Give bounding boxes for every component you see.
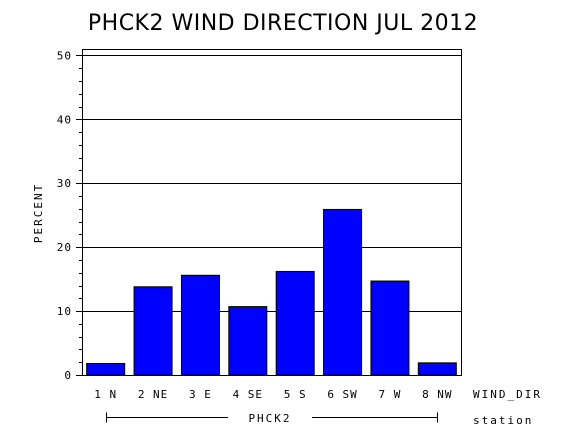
group-axis-label: station	[473, 414, 533, 427]
y-tick-label: 40	[57, 113, 72, 126]
x-tick-label: 7 W	[379, 388, 402, 401]
y-tick-label: 0	[64, 369, 72, 382]
y-tick-label: 20	[57, 241, 72, 254]
y-tick-label: 50	[57, 49, 72, 62]
bar	[228, 306, 268, 376]
x-tick-label: 1 N	[94, 388, 117, 401]
bar	[323, 208, 363, 376]
y-axis: 0 10 20 30 40 50	[57, 49, 82, 382]
x-tick-label: 2 NE	[138, 388, 169, 401]
x-tick-label: 8 NW	[422, 388, 453, 401]
x-axis: 1 N 2 NE 3 E 4 SE 5 S 6 SW 7 W 8 NW	[94, 388, 453, 401]
bar	[417, 362, 457, 376]
chart-title: PHCK2 WIND DIRECTION JUL 2012	[88, 11, 478, 36]
group-label: PHCK2	[248, 412, 291, 425]
x-tick-label: 3 E	[189, 388, 212, 401]
grid-lines	[82, 55, 461, 312]
plot-border	[82, 49, 462, 376]
y-tick-label: 10	[57, 305, 72, 318]
x-tick-label: 5 S	[284, 388, 307, 401]
bar	[275, 270, 315, 376]
group-bracket	[106, 412, 438, 423]
x-tick-label: 4 SE	[233, 388, 264, 401]
plot-frame	[82, 49, 462, 376]
y-tick-label: 30	[57, 177, 72, 190]
bar	[180, 274, 220, 376]
bar	[86, 362, 126, 376]
bar	[370, 280, 410, 376]
x-tick-label: 6 SW	[327, 388, 358, 401]
y-axis-label: PERCENT	[32, 183, 45, 243]
bar	[133, 286, 173, 376]
x-axis-label: WIND_DIR	[473, 388, 542, 401]
bars	[86, 208, 457, 376]
